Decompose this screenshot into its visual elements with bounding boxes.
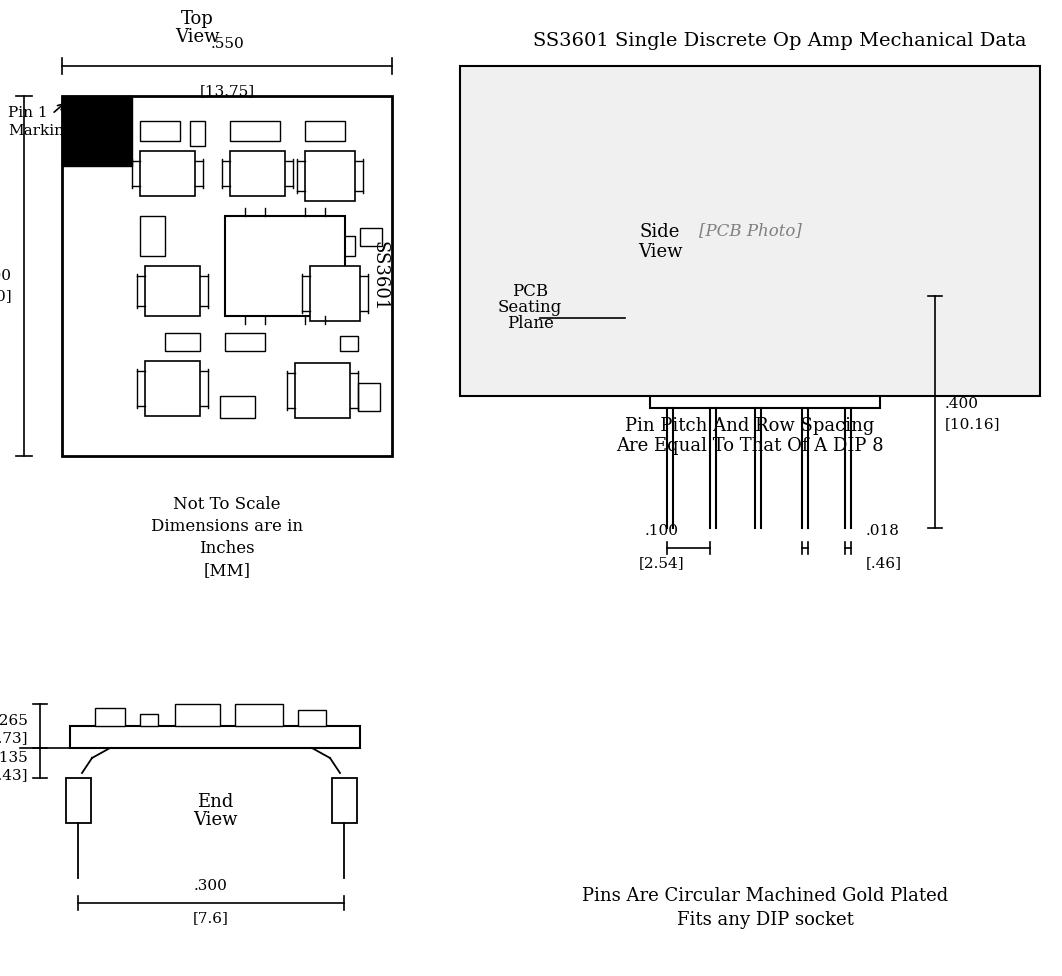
Bar bbox=[785, 274, 830, 296]
Bar bbox=[650, 363, 880, 408]
Text: View: View bbox=[638, 243, 682, 261]
Bar bbox=[62, 96, 132, 166]
Bar bbox=[720, 274, 770, 296]
Text: SS3601 Single Discrete Op Amp Mechanical Data: SS3601 Single Discrete Op Amp Mechanical… bbox=[533, 32, 1027, 50]
Text: [13.75]: [13.75] bbox=[200, 84, 255, 98]
Text: Pin 1: Pin 1 bbox=[8, 106, 48, 120]
Text: .400: .400 bbox=[945, 397, 979, 411]
Bar bbox=[845, 282, 866, 296]
Bar bbox=[360, 228, 382, 246]
Text: [3.43]: [3.43] bbox=[0, 768, 28, 782]
Bar bbox=[145, 266, 200, 316]
Bar bbox=[310, 266, 360, 321]
Bar bbox=[692, 286, 704, 296]
Text: [15.0]: [15.0] bbox=[0, 289, 12, 303]
Bar bbox=[175, 704, 220, 726]
Bar bbox=[190, 121, 205, 146]
Bar bbox=[340, 336, 358, 351]
Text: End: End bbox=[196, 793, 234, 811]
Bar bbox=[295, 363, 350, 418]
Bar bbox=[66, 778, 91, 823]
Bar bbox=[230, 151, 285, 196]
Bar bbox=[220, 396, 255, 418]
Text: Seating: Seating bbox=[498, 299, 562, 316]
Text: Not To Scale: Not To Scale bbox=[173, 496, 280, 513]
Bar bbox=[70, 726, 360, 748]
Text: Inches: Inches bbox=[200, 540, 255, 557]
Text: Are Equal To That Of A DIP 8: Are Equal To That Of A DIP 8 bbox=[616, 437, 884, 455]
Text: View: View bbox=[175, 28, 219, 46]
Text: Dimensions are in: Dimensions are in bbox=[151, 518, 303, 535]
Text: [.46]: [.46] bbox=[866, 556, 902, 570]
Text: .550: .550 bbox=[210, 37, 244, 51]
Text: [6.73]: [6.73] bbox=[0, 731, 28, 745]
Text: [PCB Photo]: [PCB Photo] bbox=[699, 223, 802, 239]
Text: Plane: Plane bbox=[507, 315, 553, 332]
Bar bbox=[165, 333, 200, 351]
Text: [MM]: [MM] bbox=[204, 562, 251, 579]
Bar bbox=[235, 704, 282, 726]
Bar bbox=[62, 96, 392, 456]
Text: [7.6]: [7.6] bbox=[193, 911, 229, 925]
Bar bbox=[358, 383, 380, 411]
Bar bbox=[640, 282, 660, 296]
Bar bbox=[332, 778, 357, 823]
Text: Marking: Marking bbox=[8, 124, 73, 138]
Bar bbox=[305, 121, 345, 141]
Bar bbox=[140, 714, 158, 726]
Bar bbox=[298, 710, 326, 726]
Text: Pins Are Circular Machined Gold Plated: Pins Are Circular Machined Gold Plated bbox=[582, 887, 948, 905]
Bar bbox=[305, 151, 355, 201]
Bar bbox=[140, 151, 195, 196]
Text: .600: .600 bbox=[0, 269, 12, 283]
Text: [10.16]: [10.16] bbox=[945, 417, 1000, 431]
Text: Side: Side bbox=[639, 223, 680, 241]
Bar bbox=[95, 708, 125, 726]
Bar bbox=[460, 66, 1040, 396]
Text: .265: .265 bbox=[0, 714, 28, 728]
Bar bbox=[670, 286, 682, 296]
Bar bbox=[330, 236, 355, 256]
Bar bbox=[225, 333, 266, 351]
Text: Fits any DIP socket: Fits any DIP socket bbox=[676, 911, 854, 929]
Bar bbox=[140, 216, 165, 256]
Text: .300: .300 bbox=[194, 879, 228, 893]
Text: Pin Pitch And Row Spacing: Pin Pitch And Row Spacing bbox=[626, 417, 875, 435]
Bar bbox=[630, 296, 900, 318]
Text: PCB: PCB bbox=[512, 283, 548, 300]
Text: View: View bbox=[192, 811, 237, 829]
Text: Top: Top bbox=[181, 10, 213, 28]
Bar bbox=[270, 231, 305, 256]
Text: .018: .018 bbox=[866, 524, 900, 538]
Text: .135: .135 bbox=[0, 751, 28, 765]
Bar bbox=[225, 216, 345, 316]
Bar bbox=[140, 121, 179, 141]
Text: SS3601: SS3601 bbox=[371, 241, 389, 311]
Bar bbox=[230, 121, 280, 141]
Text: [2.54]: [2.54] bbox=[638, 556, 684, 570]
Text: .100: .100 bbox=[645, 524, 679, 538]
Bar bbox=[145, 361, 200, 416]
